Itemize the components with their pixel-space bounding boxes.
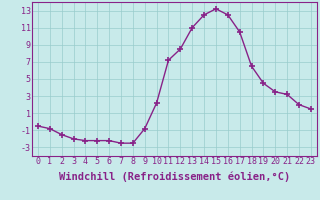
X-axis label: Windchill (Refroidissement éolien,°C): Windchill (Refroidissement éolien,°C) bbox=[59, 172, 290, 182]
